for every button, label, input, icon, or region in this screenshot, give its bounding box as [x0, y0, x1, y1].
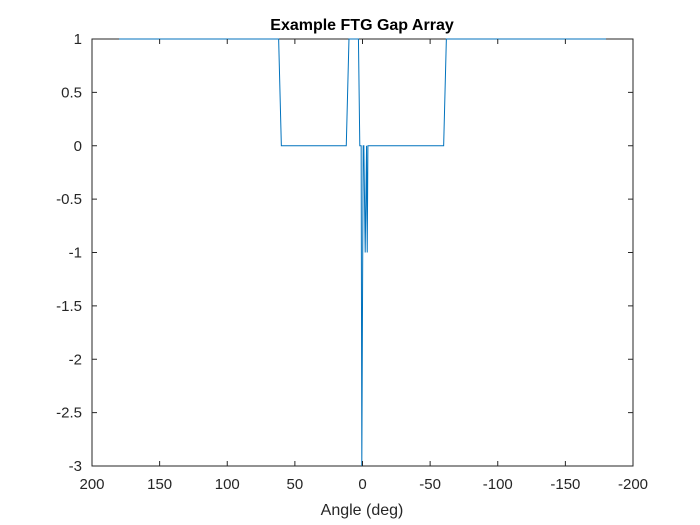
y-tick-label: -3: [69, 458, 82, 475]
x-tick-label: -200: [618, 476, 648, 493]
y-tick-label: 0: [74, 138, 82, 155]
series-line-1: [119, 38, 606, 467]
x-axis-label: Angle (deg): [321, 502, 404, 519]
x-tick-label: 0: [358, 476, 366, 493]
x-tick-label: -100: [483, 476, 513, 493]
x-tick-label: 50: [287, 476, 304, 493]
y-tick-label: -1.5: [56, 298, 82, 315]
y-tick-label: -0.5: [56, 191, 82, 208]
x-tick-label: -150: [550, 476, 580, 493]
y-tick-label: -1: [69, 245, 82, 262]
x-tick-label: 200: [79, 476, 104, 493]
chart-title: Example FTG Gap Array: [270, 17, 454, 34]
x-tick-label: -50: [419, 476, 441, 493]
y-axis-ticks: 1 0.5 0 -0.5 -1 -1.5 -2 -2.5 -3: [56, 31, 633, 475]
x-axis-ticks: 200 150 100 50 0 -50 -100 -150 -200: [79, 39, 648, 493]
x-tick-label: 100: [215, 476, 240, 493]
y-tick-label: -2: [69, 351, 82, 368]
y-tick-label: 0.5: [61, 84, 82, 101]
y-tick-label: -2.5: [56, 405, 82, 422]
y-tick-label: 1: [74, 31, 82, 48]
x-tick-label: 150: [147, 476, 172, 493]
